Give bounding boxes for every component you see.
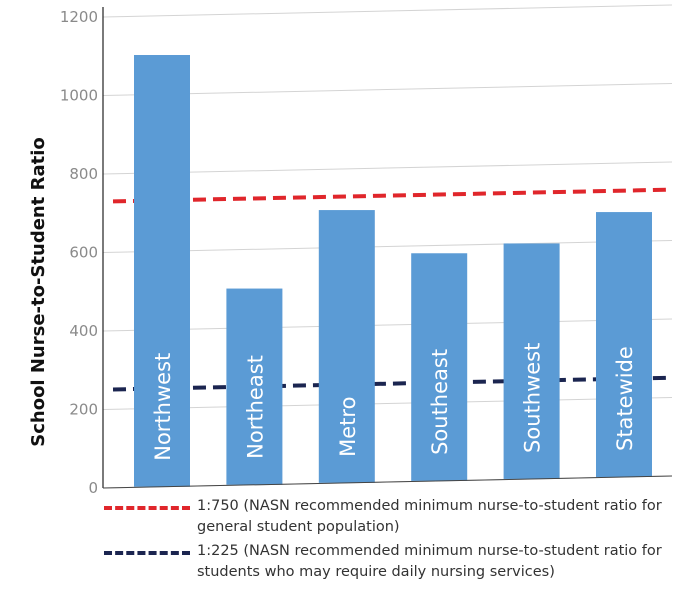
axes <box>102 7 673 489</box>
bar-label-northwest: Northwest <box>151 353 175 461</box>
gridline <box>102 397 673 410</box>
y-axis-ticks: 0 200 400 600 800 1000 1200 <box>60 8 98 497</box>
y-tick-label: 1000 <box>60 87 98 105</box>
y-tick-label: 0 <box>88 479 98 497</box>
gridline <box>102 83 673 96</box>
bar-label-southeast: Southeast <box>428 349 452 455</box>
gridline <box>102 240 673 253</box>
y-tick-label: 800 <box>69 165 98 183</box>
legend-entry-general: 1:750 (NASN recommended minimum nurse-to… <box>197 498 662 535</box>
x-axis-line <box>102 475 673 489</box>
bar-southwest <box>503 243 560 479</box>
bar-northeast <box>226 288 283 485</box>
bar-label-metro: Metro <box>336 397 360 457</box>
bar-statewide <box>596 212 652 478</box>
bar-metro <box>318 210 375 483</box>
reference-line-750 <box>112 187 673 204</box>
bar-northwest <box>134 55 190 487</box>
bars <box>134 55 652 487</box>
legend-line-red <box>104 506 190 510</box>
gridline <box>102 161 673 175</box>
reference-line-225 <box>112 375 673 392</box>
reference-lines <box>112 187 673 392</box>
y-axis-label: School Nurse-to-Student Ratio <box>28 137 49 447</box>
legend-line-navy <box>104 551 190 555</box>
bar-labels: Northwest Northeast Metro Southeast Southwes… <box>151 343 637 461</box>
y-tick-label: 600 <box>69 244 98 262</box>
gridlines <box>102 4 673 489</box>
bar-label-statewide: Statewide <box>613 346 637 451</box>
legend-entry-daily: 1:225 (NASN recommended minimum nurse-to… <box>197 543 662 580</box>
bar-label-northeast: Northeast <box>243 355 267 459</box>
bar-label-southwest: Southwest <box>521 343 545 453</box>
y-tick-label: 200 <box>69 401 98 419</box>
y-tick-label: 1200 <box>60 8 98 26</box>
gridline <box>102 4 673 18</box>
bar-southeast <box>411 253 468 481</box>
gridline <box>102 318 673 332</box>
y-tick-label: 400 <box>69 322 98 340</box>
